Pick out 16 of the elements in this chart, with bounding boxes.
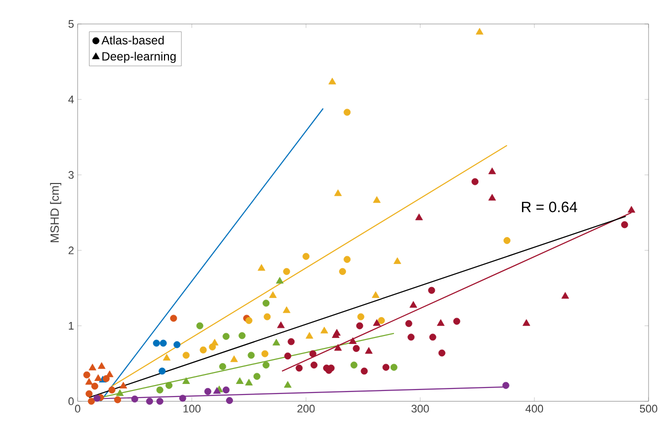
x-tick-label: 0 <box>75 404 80 412</box>
y-tick-label: 3 <box>68 170 74 179</box>
x-tick-label: 100 <box>184 404 201 412</box>
x-tick-label: 200 <box>297 404 315 412</box>
legend-label: Atlas-based <box>101 36 164 44</box>
y-tick-label: 4 <box>68 96 74 104</box>
x-tick-label: 400 <box>526 404 544 412</box>
y-tick-label: 0 <box>68 397 74 406</box>
x-tick-label: 500 <box>640 404 658 412</box>
y-tick-label: 2 <box>68 246 74 254</box>
x-tick-label: 300 <box>411 404 429 412</box>
y-tick-label: 1 <box>68 322 74 330</box>
legend-label: Deep-learning <box>102 52 176 63</box>
y-tick-label: 5 <box>68 20 74 28</box>
y-axis-title: MSHD [cm] <box>50 182 62 242</box>
annotation: R = 0.64 <box>522 202 578 212</box>
